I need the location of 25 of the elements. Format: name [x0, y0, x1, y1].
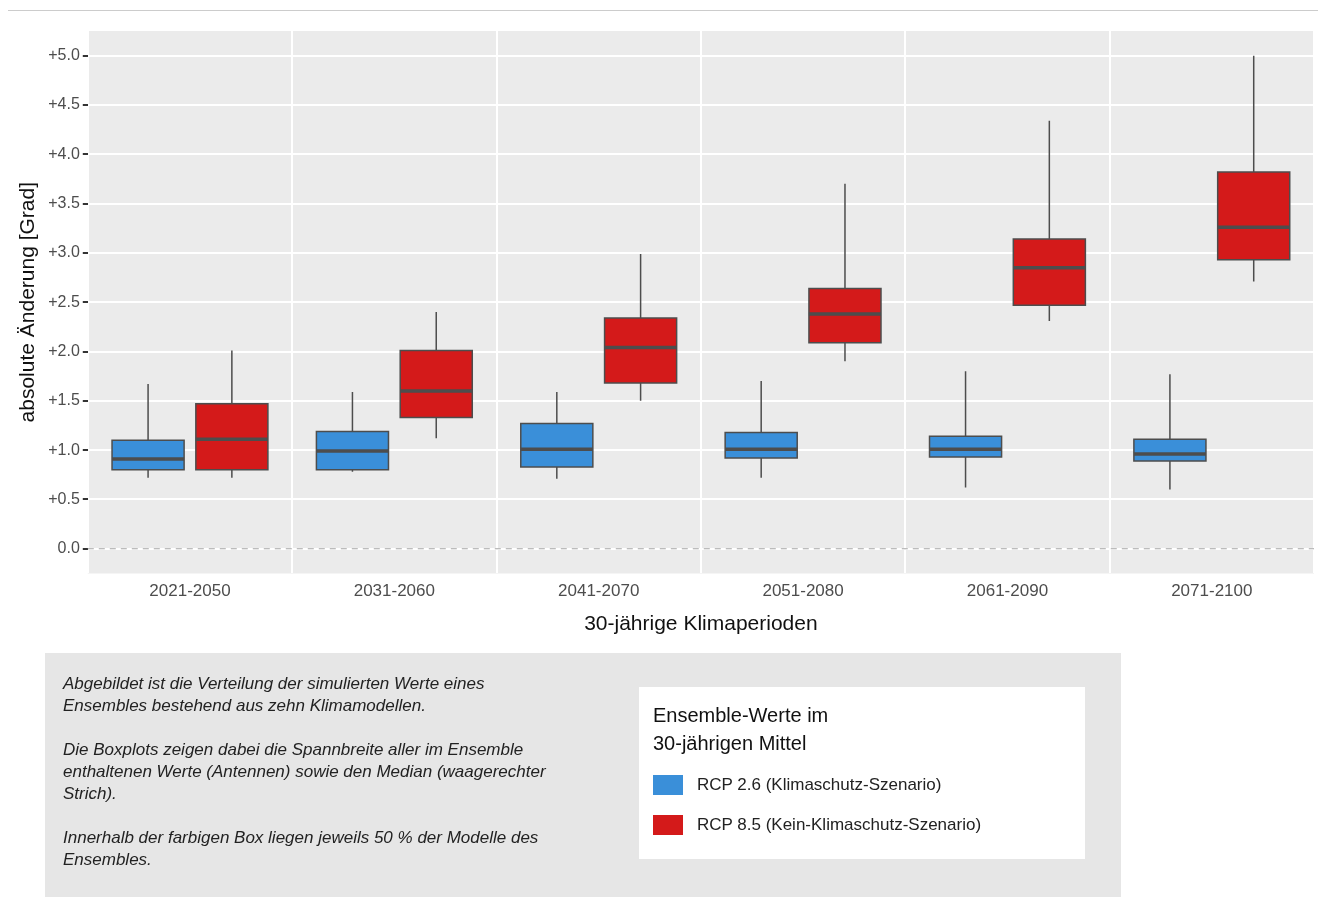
x-tick-label: 2071-2100: [1171, 581, 1253, 601]
text: Innerhalb der farbigen Box liegen jeweils 50 % der Modelle des Ensembles.: [63, 827, 540, 871]
y-tick-label: +2.5: [48, 292, 80, 310]
y-tick-label: +5.0: [48, 46, 80, 64]
x-tick-label: 2051-2080: [762, 581, 844, 601]
y-tick-label: +4.5: [48, 95, 80, 113]
x-tick-label: 2041-2070: [558, 581, 640, 601]
y-tick-label: +3.0: [48, 243, 80, 261]
x-tick-label: 2061-2090: [966, 581, 1049, 601]
legend-label: RCP 8.5 (Kein-Klimaschutz-Szenario): [697, 815, 982, 835]
y-tick-label: +0.5: [48, 489, 80, 507]
legend-label: RCP 2.6 (Klimaschutz-Szenario): [697, 775, 942, 795]
text: Die Boxplots zeigen dabei die Spannbreite aller im Ensemble enthaltenen Werte (Antennen) sowie den Median (waagerechter Strich).: [63, 739, 547, 805]
y-tick-label: +1.0: [48, 440, 80, 458]
text: Abgebildet ist die Verteilung der simulierten Werte eines Ensembles bestehend aus zehn Klimamodellen.: [63, 673, 486, 717]
legend-title: Ensemble-Werte im 30-jährigen Mittel: [653, 703, 829, 756]
x-tick-label: 2021-2050: [149, 581, 231, 601]
y-tick-label: +4.0: [48, 144, 80, 162]
x-tick-label: 2031-2060: [353, 581, 435, 601]
y-axis-title: absolute Änderung [Grad]: [15, 181, 39, 423]
y-tick-label: +1.5: [48, 391, 80, 409]
y-tick-label: +3.5: [48, 193, 80, 211]
y-tick-label: +2.0: [48, 341, 80, 359]
x-axis-title: 30-jährige Klimaperioden: [584, 611, 818, 635]
y-tick-label: 0.0: [57, 539, 80, 557]
